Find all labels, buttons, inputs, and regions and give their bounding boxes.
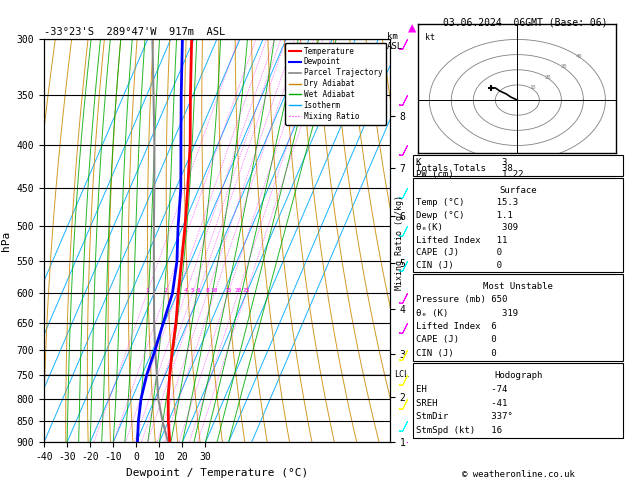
Y-axis label: km
ASL: km ASL [416, 230, 434, 251]
Text: Hodograph: Hodograph [494, 371, 542, 380]
Text: 03.06.2024  06GMT (Base: 06): 03.06.2024 06GMT (Base: 06) [443, 17, 608, 27]
Text: Mixing Ratio (g/kg): Mixing Ratio (g/kg) [395, 195, 404, 291]
Text: 20: 20 [234, 288, 242, 294]
Text: Pressure (mb) 650: Pressure (mb) 650 [416, 295, 508, 304]
Text: SREH          -41: SREH -41 [416, 399, 508, 408]
Text: 10: 10 [211, 288, 218, 294]
Text: 25: 25 [242, 288, 250, 294]
Text: StmDir        337°: StmDir 337° [416, 412, 513, 421]
Y-axis label: hPa: hPa [1, 230, 11, 251]
Text: 8: 8 [205, 288, 209, 294]
Text: CAPE (J)       0: CAPE (J) 0 [416, 248, 503, 258]
Text: Lifted Index  6: Lifted Index 6 [416, 322, 497, 331]
Text: 15: 15 [225, 288, 232, 294]
Text: ▲: ▲ [408, 22, 416, 36]
Text: LCL: LCL [394, 370, 409, 379]
Text: km
ASL: km ASL [387, 32, 403, 51]
Text: 3: 3 [175, 288, 179, 294]
Text: Surface: Surface [499, 186, 537, 195]
Text: -33°23'S  289°47'W  917m  ASL: -33°23'S 289°47'W 917m ASL [44, 27, 225, 37]
Text: CAPE (J)      0: CAPE (J) 0 [416, 335, 497, 344]
Text: Totals Totals   38: Totals Totals 38 [416, 164, 513, 174]
Text: K               3: K 3 [416, 158, 508, 167]
Text: CIN (J)       0: CIN (J) 0 [416, 348, 497, 358]
Text: 4: 4 [184, 288, 187, 294]
Text: 6: 6 [196, 288, 200, 294]
Text: 40: 40 [576, 53, 582, 59]
Text: StmSpd (kt)   16: StmSpd (kt) 16 [416, 426, 503, 435]
X-axis label: Dewpoint / Temperature (°C): Dewpoint / Temperature (°C) [126, 468, 308, 478]
Text: θₑ(K)           309: θₑ(K) 309 [416, 224, 518, 232]
Text: 5: 5 [191, 288, 194, 294]
Text: 20: 20 [545, 75, 552, 80]
Text: 10: 10 [530, 86, 536, 90]
Text: 30: 30 [560, 64, 567, 69]
Text: 1: 1 [145, 288, 149, 294]
Text: Dewp (°C)      1.1: Dewp (°C) 1.1 [416, 211, 513, 220]
Text: Lifted Index   11: Lifted Index 11 [416, 236, 508, 245]
Text: 2: 2 [164, 288, 167, 294]
Legend: Temperature, Dewpoint, Parcel Trajectory, Dry Adiabat, Wet Adiabat, Isotherm, Mi: Temperature, Dewpoint, Parcel Trajectory… [286, 43, 386, 125]
Text: Temp (°C)      15.3: Temp (°C) 15.3 [416, 198, 518, 208]
Text: CIN (J)        0: CIN (J) 0 [416, 261, 503, 270]
Text: © weatheronline.co.uk: © weatheronline.co.uk [462, 469, 575, 479]
Text: θₑ (K)          319: θₑ (K) 319 [416, 309, 518, 318]
Text: Most Unstable: Most Unstable [483, 282, 554, 291]
Text: EH            -74: EH -74 [416, 385, 508, 394]
Text: kt: kt [425, 34, 435, 42]
Text: PW (cm)         1.22: PW (cm) 1.22 [416, 171, 524, 179]
